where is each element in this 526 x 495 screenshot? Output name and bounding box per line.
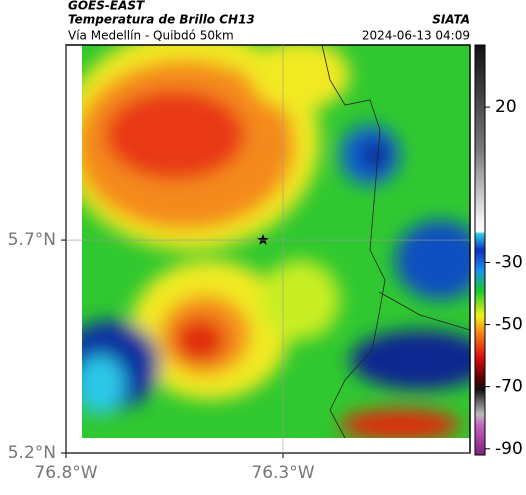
org: SIATA	[432, 13, 470, 27]
colorbar	[474, 44, 486, 456]
border	[378, 291, 471, 331]
source: GOES-EAST	[68, 0, 145, 13]
border	[321, 44, 386, 439]
colorbar-tick-label: -70	[495, 377, 523, 397]
x-tick-label: 76.8°W	[34, 463, 97, 483]
colorbar-tick-label: -90	[495, 439, 523, 459]
colorbar-tick-label: 20	[495, 97, 517, 117]
colorbar-tick-label: -50	[495, 315, 523, 335]
timestamp: 2024-06-13 04:09	[362, 29, 470, 43]
y-tick-label: 5.2°N	[8, 443, 56, 463]
location-marker	[257, 234, 269, 245]
y-tick-label: 5.7°N	[8, 230, 56, 250]
title: Temperatura de Brillo CH13	[68, 13, 255, 27]
colorbar-tick-label: -30	[495, 252, 523, 272]
subtitle: Vía Medellín - Quibdó 50km	[68, 29, 234, 43]
x-tick-label: 76.3°W	[251, 463, 314, 483]
imagery	[82, 45, 470, 438]
